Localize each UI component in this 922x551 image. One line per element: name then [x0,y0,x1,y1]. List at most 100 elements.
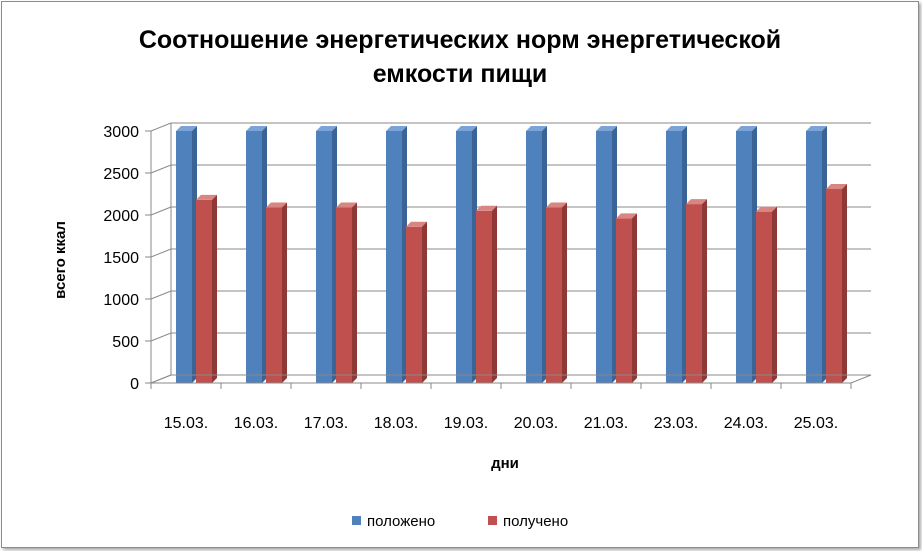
bar-front [546,207,562,383]
bar-top [686,199,707,205]
bar-top [756,206,777,212]
floor-plane [150,374,872,384]
bar-top [596,126,617,131]
bar-front [456,131,472,383]
bar-получено-23.03. [686,199,707,383]
y-tick-label: 2500 [103,166,139,183]
x-tick-label: 20.03. [514,415,558,432]
bar-положено-16.03. [246,126,267,383]
legend-swatch-положено [352,516,361,525]
bar-front [246,131,262,383]
bar-получено-15.03. [196,194,217,383]
x-tick-label: 17.03. [304,415,348,432]
bar-получено-21.03. [616,213,637,383]
bar-side [682,126,687,383]
bar-положено-15.03. [176,126,197,383]
bar-side [542,126,547,383]
bar-top [316,126,337,131]
bar-top [406,221,427,227]
bar-top [666,126,687,131]
bar-получено-19.03. [476,205,497,383]
x-tick-label: 23.03. [654,415,698,432]
bar-top [246,126,267,131]
bar-side [192,126,197,383]
bar-side [212,194,217,383]
y-axis-title: всего ккал [52,221,69,299]
bar-side [612,126,617,383]
bar-side [492,205,497,383]
bar-side [422,221,427,383]
bar-получено-18.03. [406,221,427,383]
bar-front [736,131,752,383]
bar-top [336,202,357,208]
gridline-diag [150,206,172,216]
bar-положено-24.03. [736,126,757,383]
x-tick-label: 16.03. [234,415,278,432]
bar-front [196,199,212,383]
bar-top [176,126,197,131]
bar-получено-25.03. [826,183,847,383]
bar-front [176,131,192,383]
bar-top [546,202,567,208]
gridline-diag [150,332,172,342]
gridline-diag [150,122,172,132]
y-tick-label: 3000 [103,124,139,141]
bar-положено-18.03. [386,126,407,383]
bar-side [842,183,847,383]
bar-top [526,126,547,131]
bar-front [806,131,822,383]
bar-top [826,183,847,189]
y-tick-label: 1000 [103,292,139,309]
bar-top [616,213,637,219]
bar-front [336,207,352,383]
bar-получено-16.03. [266,202,287,383]
bar-side [562,202,567,383]
bar-положено-21.03. [596,126,617,383]
bar-положено-19.03. [456,126,477,383]
bar-получено-17.03. [336,202,357,383]
bar-front [826,188,842,383]
gridline-diag [150,248,172,258]
legend-swatch-получено [488,516,497,525]
x-tick-label: 25.03. [794,415,838,432]
gridline-diag [150,290,172,300]
bar-top [476,205,497,211]
legend-label-получено: получено [503,513,568,530]
x-tick-label: 19.03. [444,415,488,432]
bar-top [806,126,827,131]
x-tick-label: 21.03. [584,415,628,432]
bar-положено-17.03. [316,126,337,383]
bar-front [686,204,702,383]
bar-side [772,206,777,383]
bar-front [596,131,612,383]
bar-получено-20.03. [546,202,567,383]
bar-front [266,207,282,383]
bar-side [352,202,357,383]
bar-получено-24.03. [756,206,777,383]
bar-положено-23.03. [666,126,687,383]
bar-top [386,126,407,131]
bar-top [456,126,477,131]
bar-side [282,202,287,383]
bar-side [262,126,267,383]
chart-title-line2: емкости пищи [373,60,548,88]
x-axis-ticks: 15.03. 16.03. 17.03. 18.03. 19.03. 20.03. 21.0… [150,383,852,432]
bar-side [752,126,757,383]
x-axis-title: дни [491,455,519,472]
bar-front [756,211,772,383]
y-tick-label: 500 [112,334,139,351]
legend: положено получено [352,513,568,530]
bar-side [822,126,827,383]
bar-side [402,126,407,383]
bar-front [526,131,542,383]
bar-top [266,202,287,208]
bar-top [196,194,217,200]
bar-положено-20.03. [526,126,547,383]
y-tick-label: 1500 [103,250,139,267]
bars [176,126,847,383]
bar-side [332,126,337,383]
bar-side [472,126,477,383]
y-tick-label: 0 [130,376,139,393]
x-tick-label: 24.03. [724,415,768,432]
